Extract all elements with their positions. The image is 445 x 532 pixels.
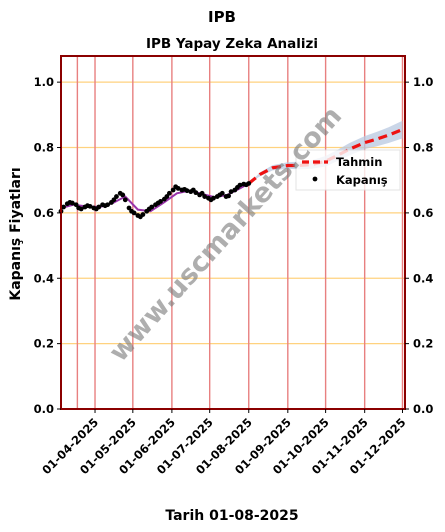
legend-forecast-label: Tahmin (336, 155, 382, 169)
close-point (246, 181, 252, 186)
x-axis-label: Tarih 01-08-2025 (165, 508, 298, 524)
y-tick-label-right: 0.8 (413, 141, 433, 155)
y-tick-label-left: 0.8 (34, 141, 54, 155)
close-point (122, 197, 128, 203)
watermark: www.uscmarkets.com (103, 101, 348, 368)
close-point (111, 197, 117, 203)
close-point (228, 189, 234, 195)
close-point (78, 206, 84, 212)
legend: Tahmin Kapanış (295, 149, 401, 191)
close-point (105, 202, 111, 208)
plot-frame (60, 55, 406, 410)
forecast-band (248, 120, 403, 184)
close-point (69, 200, 75, 206)
close-point (87, 203, 93, 209)
close-point (61, 204, 66, 210)
close-point (170, 187, 176, 193)
plot-area: 0.0 0.00.2 0.20.4 0.40.6 0.60.8 0.81.0 1.001-0… (34, 55, 433, 477)
y-tick-label-left: 0.6 (34, 206, 54, 220)
close-point (175, 185, 181, 191)
close-point (166, 190, 172, 196)
close-point (73, 202, 79, 208)
close-point (219, 190, 225, 196)
close-point (164, 194, 170, 199)
close-point (184, 188, 190, 194)
close-point (202, 194, 208, 199)
y-tick-label-right: 0.2 (413, 337, 433, 351)
close-point (126, 205, 132, 211)
close-point (114, 194, 119, 199)
chart-suptitle: IPB (208, 8, 236, 26)
y-tick-label-left: 0.2 (34, 337, 54, 351)
y-tick-label-left: 0.0 (34, 402, 54, 416)
close-point (193, 190, 199, 196)
close-point (140, 212, 146, 217)
close-point (131, 210, 137, 216)
close-point (237, 182, 243, 188)
y-tick-label-right: 0.0 (413, 402, 433, 416)
close-point (226, 193, 231, 199)
y-tick-label-right: 1.0 (413, 75, 433, 89)
legend-close-swatch (312, 176, 318, 182)
y-tick-label-right: 0.4 (413, 271, 433, 285)
close-point (211, 195, 216, 201)
close-point (120, 192, 126, 198)
y-tick-label-left: 0.4 (34, 271, 54, 285)
chart-title: IPB Yapay Zeka Analizi (146, 36, 318, 52)
close-point (158, 199, 163, 204)
y-tick-label-left: 1.0 (34, 75, 54, 89)
legend-box (295, 149, 401, 191)
close-point (199, 190, 205, 196)
forecast-line (247, 128, 404, 185)
close-point (149, 204, 155, 210)
y-tick-label-right: 0.6 (413, 206, 433, 220)
y-axis-label: Kapanış Fiyatları (8, 167, 24, 300)
legend-close-label: Kapanış (336, 173, 388, 187)
close-point (96, 204, 102, 210)
